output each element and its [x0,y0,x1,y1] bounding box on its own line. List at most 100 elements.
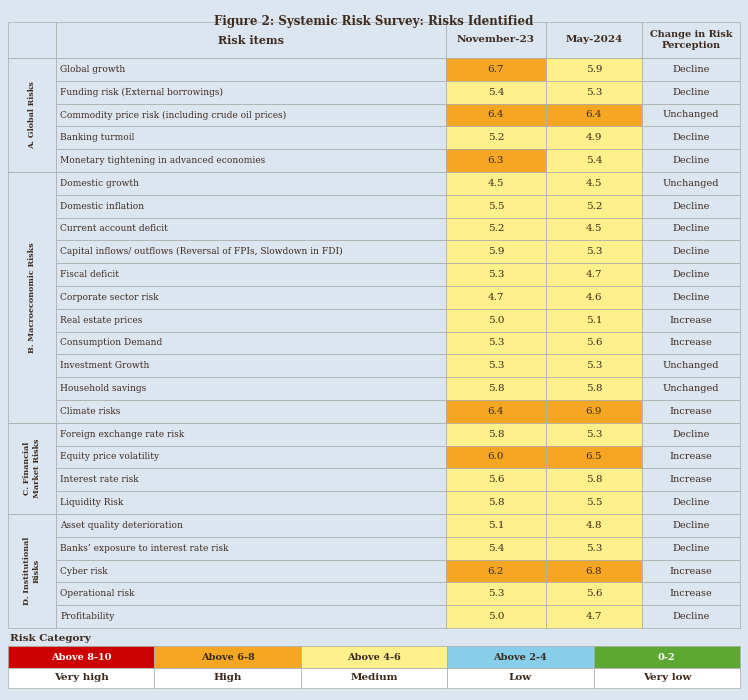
Bar [642,195,740,218]
Bar [446,263,546,286]
Bar [642,491,740,514]
Bar [446,332,546,354]
Text: Real estate prices: Real estate prices [60,316,142,325]
Text: Fiscal deficit: Fiscal deficit [60,270,119,279]
Text: 5.8: 5.8 [488,384,504,393]
Bar [546,58,642,80]
Bar [642,559,740,582]
Text: Decline: Decline [672,88,710,97]
Text: 4.5: 4.5 [488,179,504,188]
Bar [56,537,446,559]
Text: 5.8: 5.8 [488,498,504,507]
Text: Foreign exchange rate risk: Foreign exchange rate risk [60,430,184,439]
Text: 5.9: 5.9 [586,65,602,74]
Bar [546,400,642,423]
Text: Unchanged: Unchanged [663,361,720,370]
Bar [8,58,56,172]
Text: Above 4-6: Above 4-6 [347,652,401,662]
Text: Cyber risk: Cyber risk [60,566,108,575]
Text: 5.3: 5.3 [586,430,602,439]
Bar [546,468,642,491]
Text: Capital inflows/ outflows (Reversal of FPIs, Slowdown in FDI): Capital inflows/ outflows (Reversal of F… [60,247,343,256]
Text: Increase: Increase [669,475,712,484]
Text: 5.3: 5.3 [586,88,602,97]
Text: Domestic growth: Domestic growth [60,179,139,188]
Bar [546,240,642,263]
Text: 5.5: 5.5 [488,202,504,211]
Text: Unchanged: Unchanged [663,179,720,188]
Text: Very low: Very low [643,673,691,682]
Bar [56,22,446,58]
Bar [642,468,740,491]
Text: 6.4: 6.4 [586,111,602,120]
Text: 6.0: 6.0 [488,452,504,461]
Text: 5.2: 5.2 [488,225,504,234]
Bar [642,104,740,127]
Bar [446,195,546,218]
Bar [56,127,446,149]
Bar [546,491,642,514]
Bar [446,582,546,606]
Text: 6.2: 6.2 [488,566,504,575]
Bar [8,423,56,514]
Text: 5.3: 5.3 [586,361,602,370]
Text: Decline: Decline [672,156,710,165]
Text: 4.7: 4.7 [586,270,602,279]
Text: 6.4: 6.4 [488,407,504,416]
Text: 5.3: 5.3 [488,270,504,279]
Text: Risk Category: Risk Category [10,634,91,643]
Bar [8,22,56,58]
Bar [446,127,546,149]
Bar [642,172,740,195]
Text: Asset quality deterioration: Asset quality deterioration [60,521,183,530]
Bar [446,354,546,377]
Text: 5.4: 5.4 [488,88,504,97]
Text: 4.7: 4.7 [586,612,602,621]
Text: Decline: Decline [672,133,710,142]
Bar [56,446,446,468]
Text: 0-2: 0-2 [658,652,675,662]
Bar [642,149,740,172]
Text: 5.3: 5.3 [488,339,504,347]
Bar [56,80,446,104]
Text: Decline: Decline [672,293,710,302]
Text: May-2024: May-2024 [565,36,622,45]
Bar [546,446,642,468]
Text: 5.3: 5.3 [488,361,504,370]
Text: Profitability: Profitability [60,612,114,621]
Bar [56,263,446,286]
Bar [642,514,740,537]
Bar [446,309,546,332]
Bar [546,80,642,104]
Text: 4.7: 4.7 [488,293,504,302]
Text: High: High [213,673,242,682]
Bar [56,172,446,195]
Text: A. Global Risks: A. Global Risks [28,81,36,149]
Text: 5.0: 5.0 [488,612,504,621]
Text: 5.8: 5.8 [488,430,504,439]
Bar [546,309,642,332]
Text: Domestic inflation: Domestic inflation [60,202,144,211]
Bar [642,423,740,446]
Bar [56,286,446,309]
Bar [546,218,642,240]
Bar [546,22,642,58]
Bar [642,58,740,80]
Bar [446,514,546,537]
Text: Increase: Increase [669,339,712,347]
Bar [446,491,546,514]
Bar [546,514,642,537]
Bar [546,104,642,127]
Bar [8,514,56,628]
Bar [546,354,642,377]
Text: Above 6-8: Above 6-8 [200,652,254,662]
Text: 5.4: 5.4 [586,156,602,165]
Text: 6.7: 6.7 [488,65,504,74]
Bar [446,468,546,491]
Bar [642,240,740,263]
Bar [8,668,154,688]
Bar [56,514,446,537]
Text: Global growth: Global growth [60,65,125,74]
Bar [642,286,740,309]
Text: Very high: Very high [54,673,108,682]
